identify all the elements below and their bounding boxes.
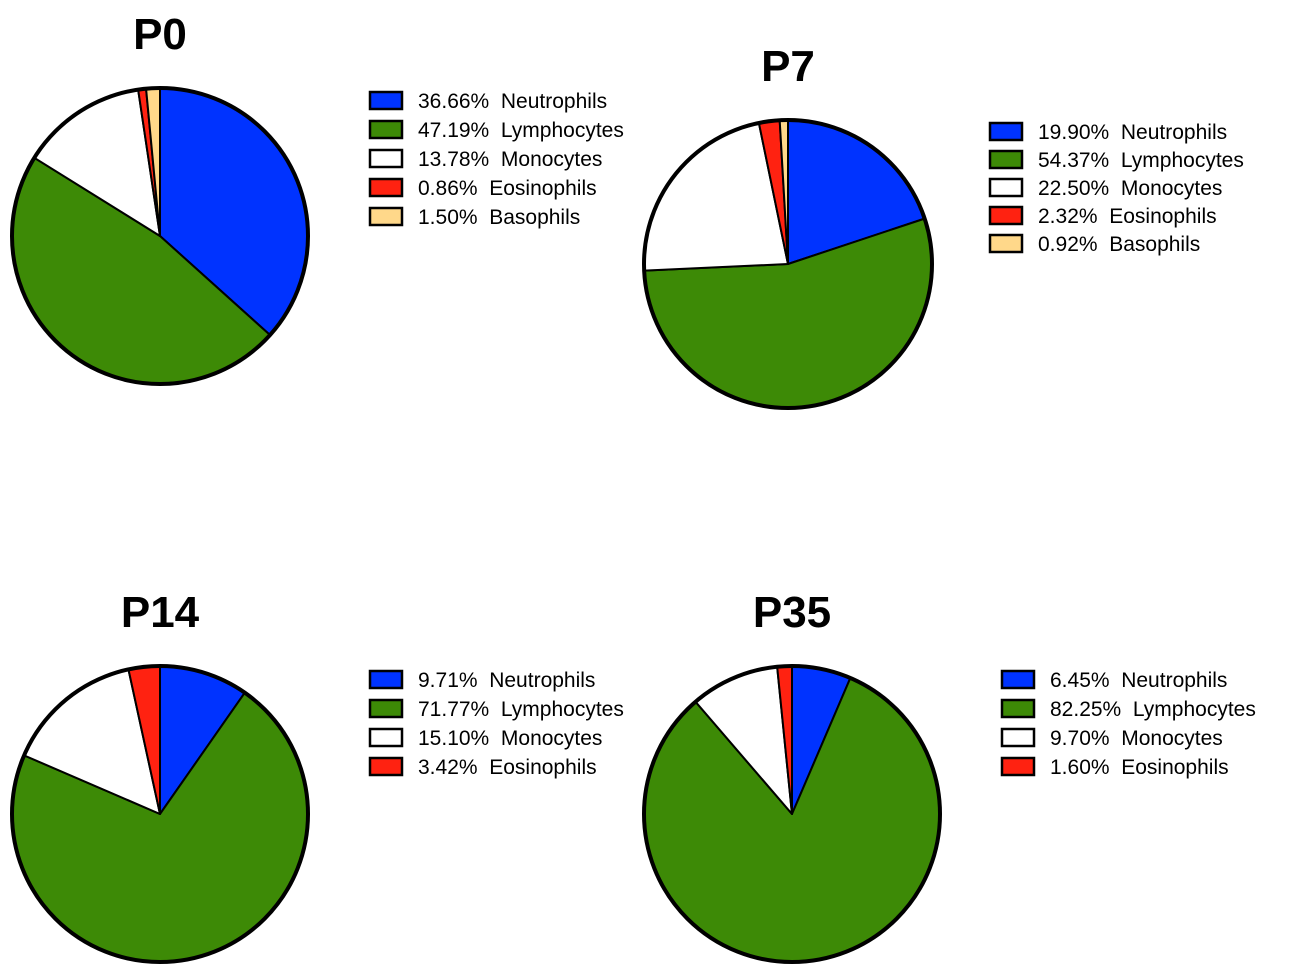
panel-p7: P7 19.90% Neutrophils 54.37% Lymphocytes 22… — [642, 42, 1244, 410]
legend-label-p0-basophils: 1.50% Basophils — [418, 206, 580, 229]
legend-label-p14-neutrophils: 9.71% Neutrophils — [418, 669, 595, 692]
legend-swatch-p14-lymphocytes — [368, 698, 404, 719]
chart-title-p14: P14 — [121, 588, 200, 637]
legend-label-p35-monocytes: 9.70% Monocytes — [1050, 727, 1223, 750]
legend-swatch-p0-monocytes — [368, 148, 404, 169]
panel-p14: P14 9.71% Neutrophils 71.77% Lymphocytes 15… — [10, 588, 624, 964]
legend-label-p0-lymphocytes: 47.19% Lymphocytes — [418, 119, 624, 142]
panel-p0: P0 36.66% Neutrophils 47.19% Lymphocytes 13… — [10, 10, 624, 386]
legend-label-p35-neutrophils: 6.45% Neutrophils — [1050, 669, 1227, 692]
legend-label-p7-eosinophils: 2.32% Eosinophils — [1038, 205, 1217, 228]
legend-swatch-p35-eosinophils — [1000, 756, 1036, 777]
legend-swatch-p14-eosinophils — [368, 756, 404, 777]
legend-label-p14-eosinophils: 3.42% Eosinophils — [418, 756, 597, 779]
legend-swatch-p0-basophils — [368, 206, 404, 227]
legend-label-p7-monocytes: 22.50% Monocytes — [1038, 177, 1222, 200]
legend-swatch-p14-monocytes — [368, 727, 404, 748]
chart-title-p7: P7 — [761, 42, 815, 91]
pie-outline-p14 — [10, 664, 310, 964]
legend-label-p14-monocytes: 15.10% Monocytes — [418, 727, 602, 750]
panel-p35: P35 6.45% Neutrophils 82.25% Lymphocytes 9.… — [642, 588, 1256, 964]
chart-title-p35: P35 — [753, 588, 831, 637]
legend-swatch-p0-eosinophils — [368, 177, 404, 198]
legend-swatch-p7-eosinophils — [988, 205, 1024, 226]
legend-swatch-p35-lymphocytes — [1000, 698, 1036, 719]
legend-swatch-p7-neutrophils — [988, 121, 1024, 142]
legend-label-p7-basophils: 0.92% Basophils — [1038, 233, 1200, 256]
legend-label-p7-lymphocytes: 54.37% Lymphocytes — [1038, 149, 1244, 172]
legend-label-p7-neutrophils: 19.90% Neutrophils — [1038, 121, 1227, 144]
chart-title-p0: P0 — [133, 10, 187, 59]
pie-outline-p0 — [10, 86, 310, 386]
legend-swatch-p35-neutrophils — [1000, 669, 1036, 690]
legend-label-p0-neutrophils: 36.66% Neutrophils — [418, 90, 607, 113]
legend-swatch-p0-neutrophils — [368, 90, 404, 111]
legend-swatch-p0-lymphocytes — [368, 119, 404, 140]
legend-label-p35-eosinophils: 1.60% Eosinophils — [1050, 756, 1229, 779]
legend-label-p14-lymphocytes: 71.77% Lymphocytes — [418, 698, 624, 721]
legend-label-p0-eosinophils: 0.86% Eosinophils — [418, 177, 597, 200]
pie-outline-p7 — [642, 118, 934, 410]
legend-swatch-p7-lymphocytes — [988, 149, 1024, 170]
legend-swatch-p35-monocytes — [1000, 727, 1036, 748]
legend-swatch-p7-monocytes — [988, 177, 1024, 198]
legend-label-p0-monocytes: 13.78% Monocytes — [418, 148, 602, 171]
legend-label-p35-lymphocytes: 82.25% Lymphocytes — [1050, 698, 1256, 721]
legend-swatch-p7-basophils — [988, 233, 1024, 254]
pie-outline-p35 — [642, 664, 942, 964]
legend-swatch-p14-neutrophils — [368, 669, 404, 690]
